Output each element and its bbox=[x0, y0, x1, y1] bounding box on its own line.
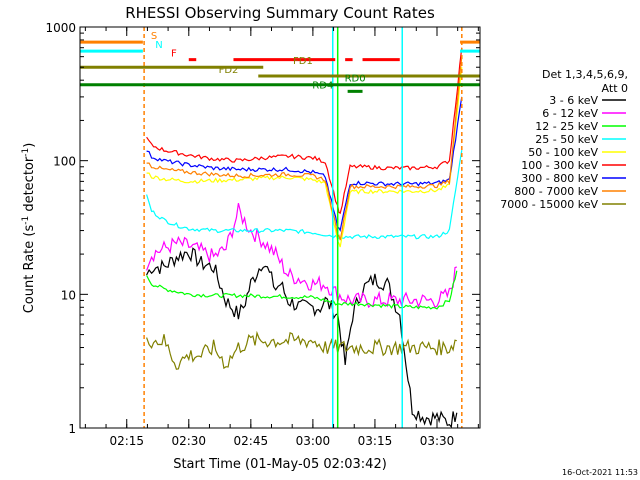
x-tick-label: 02:15 bbox=[109, 434, 144, 448]
y-tick-label: 1 bbox=[68, 422, 76, 436]
y-tick-label: 100 bbox=[53, 155, 76, 169]
legend-label: 3 - 6 keV bbox=[549, 94, 598, 107]
flag-label-rd0: RD0 bbox=[345, 74, 366, 85]
x-tick-label: 03:30 bbox=[420, 434, 455, 448]
legend-label: 7000 - 15000 keV bbox=[500, 198, 598, 211]
legend-label: 12 - 25 keV bbox=[535, 120, 598, 133]
legend-header: Det 1,3,4,5,6,9, bbox=[542, 68, 628, 81]
flags-layer: SNF FD1 FD2 RD0 RD4 bbox=[80, 27, 480, 428]
y-tick-label: 10 bbox=[61, 288, 76, 302]
chart-title: RHESSI Observing Summary Count Rates bbox=[125, 4, 435, 22]
flag-label-f: F bbox=[171, 49, 177, 60]
y-axis-label-part: ) bbox=[22, 143, 37, 148]
flag-label-rd4: RD4 bbox=[312, 80, 333, 91]
y-axis-label-part: detector bbox=[22, 156, 37, 216]
x-axis-label: Start Time (01-May-05 02:03:42) bbox=[173, 457, 387, 472]
series-layer bbox=[146, 47, 463, 429]
legend-label: 100 - 300 keV bbox=[521, 159, 598, 172]
series-line-25to50keV bbox=[146, 150, 463, 240]
y-axis: 1 10 100 1000 bbox=[45, 21, 480, 436]
y-axis-label: Count Rate (s-1 detector-1) bbox=[21, 143, 37, 314]
legend-label: 25 - 50 keV bbox=[535, 133, 598, 146]
x-axis: 02:15 02:30 02:45 03:00 03:15 03:30 bbox=[84, 27, 479, 448]
x-tick-label: 03:15 bbox=[358, 434, 393, 448]
series-line-12to25keV bbox=[146, 270, 458, 310]
timestamp: 16-Oct-2021 11:53 bbox=[562, 468, 638, 477]
plot-frame bbox=[79, 26, 481, 429]
flag-label-fd1: FD1 bbox=[293, 56, 313, 67]
series-line-6to12keV bbox=[146, 203, 457, 309]
y-axis-label-sup: -1 bbox=[21, 216, 31, 225]
x-tick-label: 02:30 bbox=[171, 434, 206, 448]
series-line-100to300keV bbox=[146, 47, 463, 215]
y-axis-label-sup: -1 bbox=[21, 148, 31, 157]
legend-label: 6 - 12 keV bbox=[542, 107, 598, 120]
legend-label: 50 - 100 keV bbox=[528, 146, 598, 159]
series-line-800to7000keV bbox=[146, 56, 463, 241]
legend-header: Att 0 bbox=[602, 82, 628, 95]
flag-label-fd2: FD2 bbox=[219, 65, 239, 76]
flag-label-s: S bbox=[151, 31, 157, 42]
y-axis-label-part: Count Rate (s bbox=[22, 225, 37, 314]
series-line-50to100keV bbox=[146, 67, 463, 248]
flag-label-n: N bbox=[155, 40, 162, 51]
series-line-300to800keV bbox=[146, 96, 463, 233]
x-tick-label: 03:00 bbox=[296, 434, 331, 448]
series-line-7000to15000keV bbox=[146, 330, 457, 370]
x-tick-label: 02:45 bbox=[234, 434, 269, 448]
legend-label: 800 - 7000 keV bbox=[514, 185, 598, 198]
y-tick-label: 1000 bbox=[45, 21, 76, 35]
legend-label: 300 - 800 keV bbox=[521, 172, 598, 185]
series-line-3to6keV bbox=[146, 247, 458, 429]
